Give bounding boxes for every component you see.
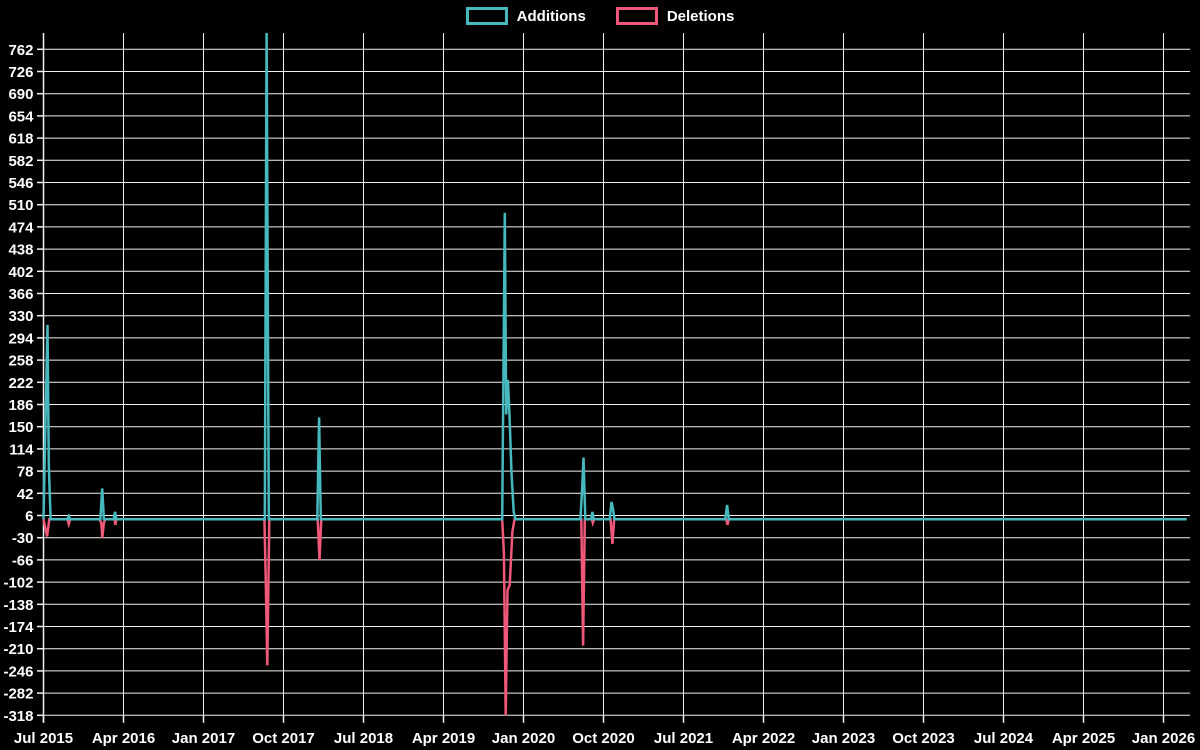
y-tick-label: -282 [3,686,33,703]
x-tick-label: Jan 2020 [492,730,555,747]
legend-label-additions: Additions [516,7,586,25]
chart-legend: Additions Deletions [0,7,1200,25]
y-tick-label: 546 [8,175,33,192]
y-tick-label: 690 [8,86,33,103]
x-tick-label: Jul 2021 [654,730,713,747]
x-tick-label: Jan 2023 [812,730,875,747]
x-tick-label: Jan 2017 [172,730,235,747]
y-tick-label: -210 [3,641,33,658]
y-tick-label: 402 [8,264,33,281]
legend-label-deletions: Deletions [666,7,735,25]
y-tick-label: 474 [8,219,34,236]
x-tick-label: Apr 2025 [1052,730,1115,747]
y-tick-label: 150 [8,419,33,436]
y-tick-label: 510 [8,197,33,214]
y-tick-label: 726 [8,64,33,81]
y-tick-label: 582 [8,153,33,170]
y-tick-label: 186 [8,397,33,414]
y-tick-label: 114 [9,441,34,458]
x-tick-label: Jul 2018 [334,730,393,747]
y-tick-label: 366 [8,286,33,303]
deletions-line [42,517,1187,716]
additions-swatch-icon [465,7,508,25]
x-tick-label: Apr 2016 [92,730,155,747]
x-tick-label: Oct 2023 [892,730,955,747]
y-tick-label: 330 [8,308,33,325]
y-tick-label: 438 [8,242,33,259]
y-tick-label: 6 [25,508,33,525]
y-tick-label: 654 [8,108,34,125]
y-tick-label: 294 [8,330,34,347]
y-tick-label: 258 [8,353,33,370]
x-tick-label: Apr 2022 [732,730,795,747]
y-tick-label: -30 [12,530,34,547]
y-tick-label: 78 [17,464,34,481]
x-tick-label: Jul 2024 [974,730,1034,747]
deletions-swatch-icon [615,7,658,25]
x-tick-label: Jul 2015 [14,730,73,747]
y-tick-label: 762 [8,42,33,59]
y-tick-label: 222 [8,375,33,392]
legend-item-deletions[interactable]: Deletions [615,7,735,25]
y-tick-label: -174 [3,619,34,636]
x-tick-label: Oct 2017 [252,730,315,747]
y-tick-label: -246 [3,663,33,680]
additions-line [42,33,1187,521]
y-tick-label: -102 [3,575,33,592]
y-tick-label: -138 [3,597,33,614]
y-tick-label: -318 [3,708,33,725]
x-tick-label: Apr 2019 [412,730,475,747]
y-tick-label: 42 [17,486,34,503]
x-tick-label: Oct 2020 [572,730,635,747]
legend-item-additions[interactable]: Additions [465,7,586,25]
y-tick-label: 618 [8,131,33,148]
y-tick-label: -66 [12,552,34,569]
x-tick-label: Jan 2026 [1132,730,1195,747]
